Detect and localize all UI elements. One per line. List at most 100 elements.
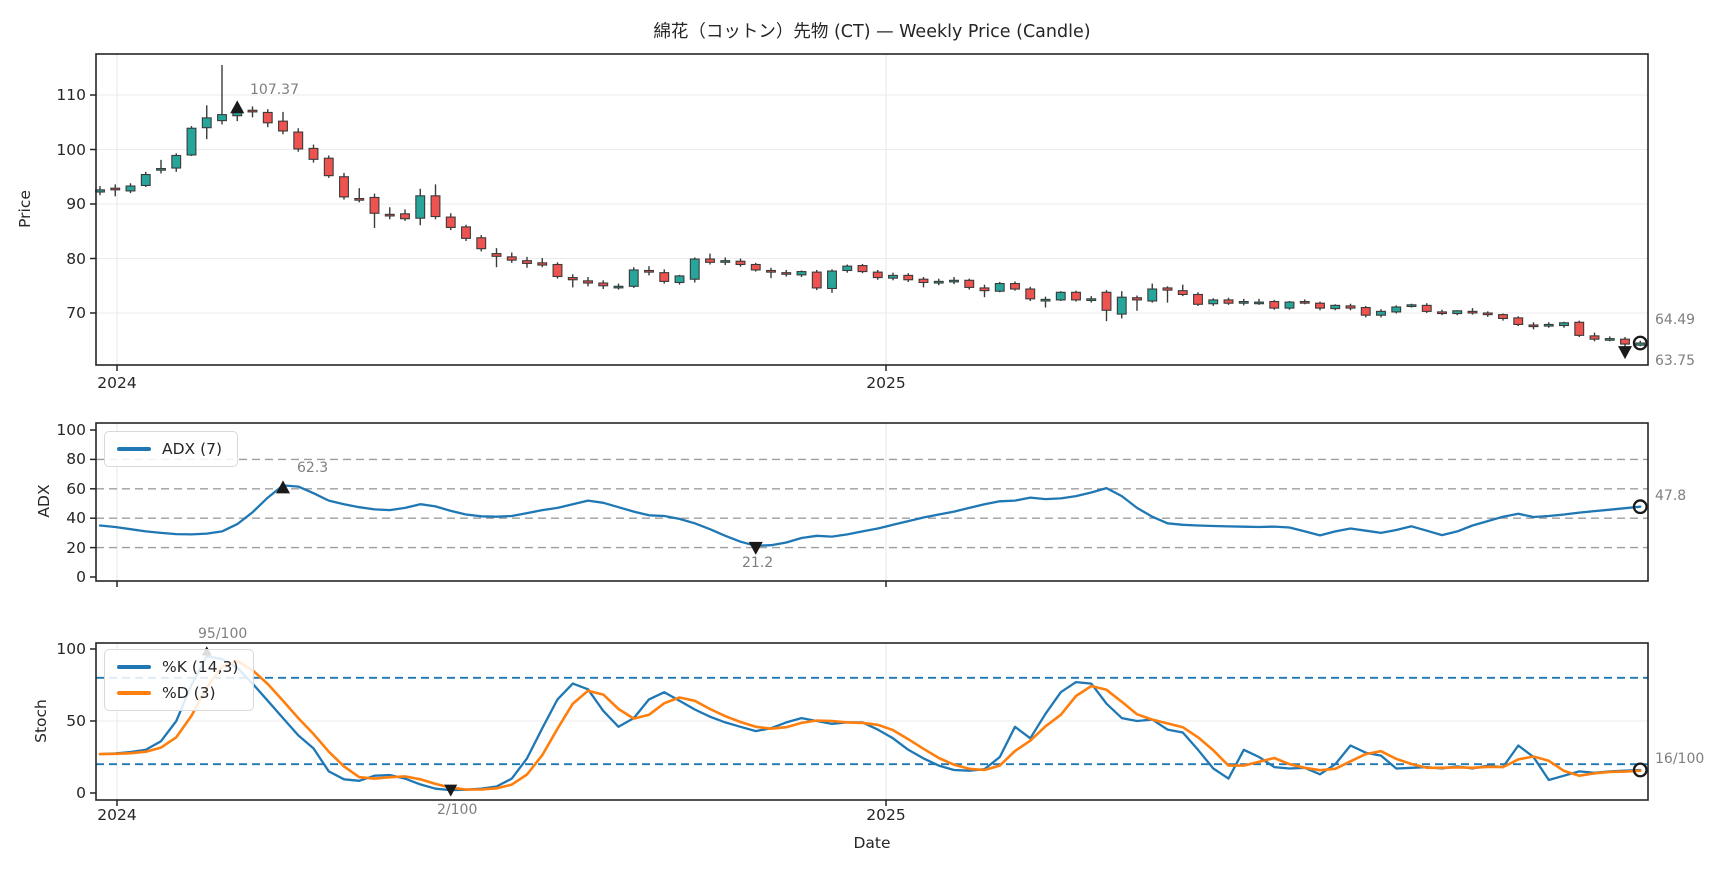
candle-body xyxy=(247,109,258,113)
candle-body xyxy=(1223,299,1234,304)
stoch-frame xyxy=(90,642,1649,806)
candle-body xyxy=(705,258,715,263)
percent-k-legend-label: %K (14,3) xyxy=(162,658,239,676)
price-last-annotation: 64.49 xyxy=(1655,312,1696,328)
candle-body xyxy=(567,277,578,281)
percent-d-legend-label: %D (3) xyxy=(162,684,216,702)
candle-body xyxy=(1177,290,1188,296)
candle-body xyxy=(1315,302,1325,309)
candle-body xyxy=(262,111,273,124)
candle-body xyxy=(583,280,593,284)
candle-body xyxy=(735,260,746,266)
candle-body xyxy=(1620,338,1630,345)
candle-body xyxy=(110,187,121,191)
adx-last-annotation: 47.8 xyxy=(1655,488,1687,504)
candle-body xyxy=(1086,298,1097,302)
candle-body xyxy=(461,226,471,239)
price-grid xyxy=(96,54,1648,365)
adx-legend-row: ADX (7) xyxy=(117,440,222,458)
stoch-high-annotation: 95/100 xyxy=(198,626,248,642)
candle-body xyxy=(293,131,304,150)
candle-body xyxy=(979,287,990,292)
candle-body xyxy=(1498,314,1508,320)
stoch-grid xyxy=(96,643,1648,800)
stoch-last-annotation: 16/100 xyxy=(1655,751,1705,767)
candle-body xyxy=(1101,291,1112,311)
candle-body xyxy=(201,117,212,129)
adx-ytick-label: 80 xyxy=(66,450,86,468)
candle-body xyxy=(339,176,349,198)
candle-body xyxy=(1055,291,1066,301)
candle-body xyxy=(384,213,395,217)
candle-body xyxy=(537,262,548,266)
adx-legend-label: ADX (7) xyxy=(162,440,223,458)
adx-markers xyxy=(276,480,1648,555)
candle-body xyxy=(217,114,227,122)
candle-body xyxy=(1391,306,1402,313)
candle-body xyxy=(1376,310,1386,316)
candle-body xyxy=(994,283,1005,292)
candle-body xyxy=(1559,322,1569,327)
candle-body xyxy=(95,189,105,193)
candle-body xyxy=(811,271,822,289)
candle-body xyxy=(1604,338,1615,341)
candle-body xyxy=(445,216,456,228)
stoch-low-marker xyxy=(444,784,458,797)
candle-body xyxy=(156,168,166,171)
adx-low-marker xyxy=(748,541,763,555)
xtick-2024-bottom: 2024 xyxy=(97,806,137,824)
candle-body xyxy=(278,120,288,132)
candle-body xyxy=(1543,323,1554,327)
candle-body xyxy=(400,213,410,220)
candle-body xyxy=(628,269,639,287)
candle-body xyxy=(1284,301,1295,309)
candle-body xyxy=(796,271,807,276)
xtick-2025-bottom: 2025 xyxy=(866,806,906,824)
candle-body xyxy=(903,274,914,281)
candle-body xyxy=(1071,291,1081,301)
candle-body xyxy=(1193,293,1203,305)
candle-body xyxy=(308,147,319,160)
adx-ytick-label: 40 xyxy=(66,509,86,527)
stoch-last-marker xyxy=(1632,762,1648,778)
candle-body xyxy=(1040,298,1051,302)
adx-high-marker xyxy=(276,480,290,494)
candle-body xyxy=(1482,312,1493,316)
price-frame xyxy=(90,53,1649,371)
candle-body xyxy=(491,253,502,257)
candle-body xyxy=(1269,301,1280,309)
candle-body xyxy=(659,272,670,282)
adx-low-annotation: 21.2 xyxy=(742,555,774,571)
candle-body xyxy=(140,174,151,187)
stoch-ytick-label: 100 xyxy=(56,640,86,658)
price-low-annotation: 63.75 xyxy=(1655,353,1696,369)
candle-body xyxy=(1360,306,1371,316)
price-ytick-label: 110 xyxy=(56,86,86,104)
price-last-marker xyxy=(1632,335,1648,351)
price-markers xyxy=(230,100,1648,360)
candle-body xyxy=(964,279,975,288)
candle-body xyxy=(1010,283,1020,290)
candle-body xyxy=(476,237,487,250)
adx-high-annotation: 62.3 xyxy=(297,460,329,476)
adx-guides xyxy=(96,458,1648,549)
candle-body xyxy=(949,279,959,283)
candle-body xyxy=(354,198,365,201)
candle-body xyxy=(720,260,731,263)
candle-body xyxy=(1574,321,1585,336)
candle-body xyxy=(644,269,654,273)
price-high-marker xyxy=(230,100,245,114)
candle-body xyxy=(1406,304,1417,308)
candle-body xyxy=(171,154,182,169)
x-axis-label: Date xyxy=(853,834,891,852)
candle-body xyxy=(842,265,853,272)
candle-body xyxy=(1147,288,1158,302)
candle-body xyxy=(750,263,761,271)
adx-ytick-label: 100 xyxy=(56,421,86,439)
candlestick-series xyxy=(95,65,1646,348)
adx-frame xyxy=(90,422,1649,587)
adx-line xyxy=(98,484,1642,547)
adx-last-marker xyxy=(1632,499,1648,515)
